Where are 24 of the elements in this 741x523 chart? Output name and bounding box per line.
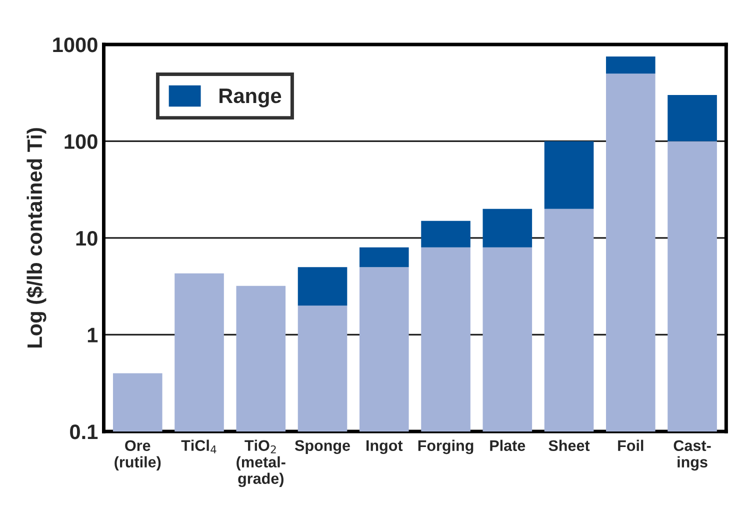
x-tick-label: Sheet: [548, 440, 590, 452]
bar: [421, 220, 470, 248]
x-tick-label: TiO$_{2}$ (metal- grade): [236, 440, 286, 488]
x-tick-label: Sponge: [294, 440, 350, 454]
x-tick-label: TiCl$_{4}$: [181, 440, 216, 454]
x-tick-label: Ingot: [366, 440, 403, 454]
y-tick-label: 1000: [53, 37, 98, 52]
bar: [359, 247, 409, 268]
bar: [298, 267, 348, 306]
y-tick-label: 100: [64, 134, 98, 149]
x-tick-label: Ore (rutile): [114, 440, 161, 471]
y-tick-label: 0.1: [70, 424, 98, 440]
bar: [482, 208, 532, 248]
bar: [544, 141, 594, 209]
x-tick-label: Plate: [490, 440, 526, 452]
y-tick-label: 10: [76, 230, 98, 246]
bar: [668, 95, 717, 142]
y-tick-label: 1: [88, 328, 98, 342]
x-tick-label: Forging: [418, 440, 474, 454]
bar: [606, 56, 656, 74]
legend-label: Range: [220, 88, 282, 108]
y-axis-title: Log ($/lb contained Ti): [26, 128, 46, 348]
x-tick-label: Foil: [618, 440, 644, 452]
x-tick-label: Cast- ings: [674, 440, 711, 471]
